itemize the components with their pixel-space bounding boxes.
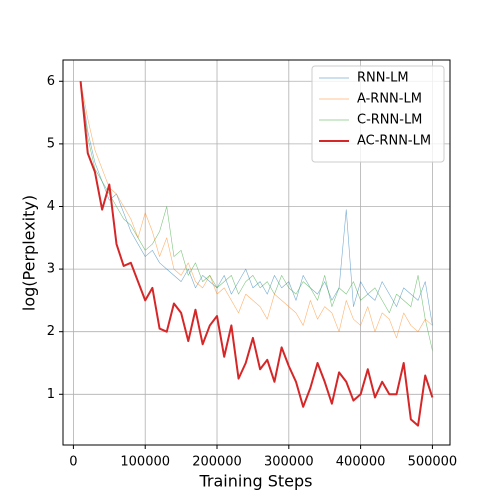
- x-tick-label: 400000: [336, 455, 386, 470]
- x-tick-label: 200000: [192, 455, 242, 470]
- y-tick-label: 3: [47, 262, 55, 277]
- legend-label: A-RNN-LM: [357, 92, 422, 107]
- legend-label: C-RNN-LM: [357, 113, 422, 128]
- x-axis-label: Training Steps: [199, 472, 313, 491]
- plot-frame: [62, 59, 451, 446]
- y-tick-label: 4: [47, 199, 55, 214]
- y-tick-label: 6: [47, 74, 55, 89]
- y-tick-label: 1: [47, 387, 55, 402]
- x-tick-label: 0: [69, 455, 77, 470]
- series-line: [80, 81, 433, 351]
- y-tick-label: 2: [47, 324, 55, 339]
- x-tick-label: 500000: [408, 455, 458, 470]
- y-tick-label: 5: [47, 136, 55, 151]
- x-tick-label: 300000: [264, 455, 314, 470]
- legend-label: AC-RNN-LM: [357, 134, 431, 149]
- series-line: [79, 81, 434, 427]
- y-axis-label: log(Perplexity): [20, 195, 39, 311]
- series-line: [80, 81, 433, 326]
- legend-label: RNN-LM: [357, 71, 409, 86]
- x-tick-label: 100000: [120, 455, 170, 470]
- legend-box: [311, 65, 445, 163]
- series-line: [80, 81, 433, 339]
